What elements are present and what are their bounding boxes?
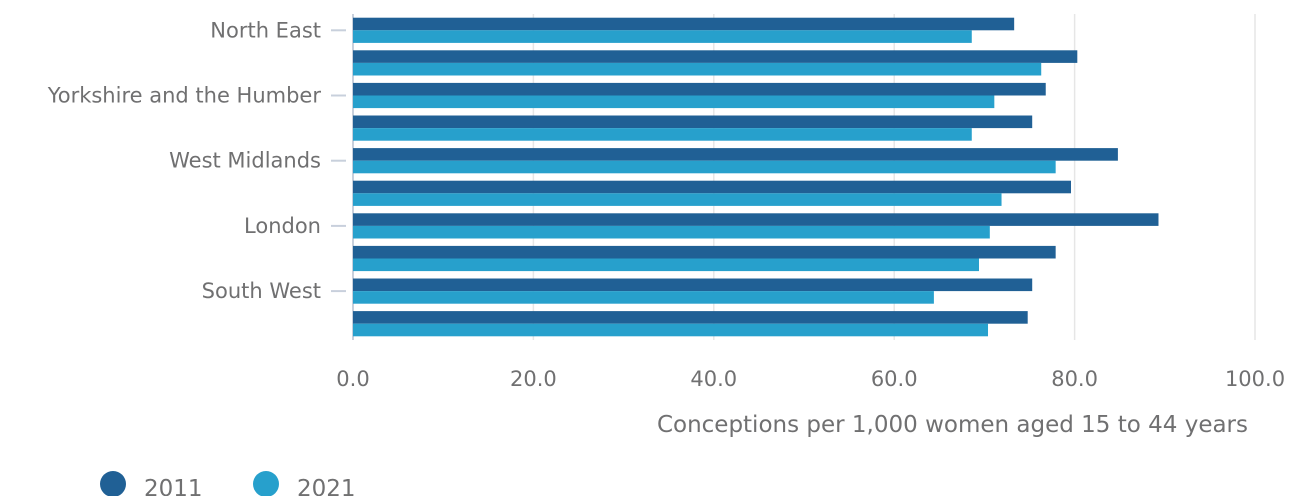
- category-label: South West: [202, 279, 321, 303]
- bar-2011: [353, 245, 1056, 259]
- bar-2021: [353, 225, 990, 239]
- bar-2021: [353, 62, 1042, 76]
- x-tick-label: 0.0: [336, 367, 369, 391]
- x-tick-label: 20.0: [510, 367, 557, 391]
- bar-2011: [353, 180, 1071, 194]
- x-tick-label: 80.0: [1051, 367, 1098, 391]
- bar-2011: [353, 213, 1159, 226]
- category-labels: North East Yorkshire and the Humber West M…: [47, 18, 346, 303]
- x-tick-label: 40.0: [690, 367, 737, 391]
- bar-2021: [353, 95, 995, 109]
- bar-2021: [353, 291, 934, 304]
- legend: 2011 2021: [100, 471, 356, 496]
- bar-2021: [353, 193, 1002, 206]
- bar-2011: [353, 278, 1033, 292]
- bar-2011: [353, 115, 1033, 129]
- bars: [353, 17, 1159, 337]
- legend-label-2021: 2021: [297, 476, 356, 496]
- bar-2011: [353, 50, 1078, 63]
- legend-swatch-2011: [100, 471, 126, 496]
- bar-2021: [353, 258, 979, 272]
- bar-2021: [353, 30, 972, 43]
- x-tick-label: 60.0: [871, 367, 918, 391]
- x-tick-label: 100.0: [1225, 367, 1285, 391]
- bar-2011: [353, 311, 1028, 324]
- category-label: North East: [210, 18, 321, 42]
- x-axis-title: Conceptions per 1,000 women aged 15 to 4…: [657, 412, 1248, 438]
- legend-label-2011: 2011: [144, 476, 203, 496]
- legend-swatch-2021: [253, 471, 279, 496]
- category-label: London: [244, 214, 321, 238]
- x-tick-labels: 0.0 20.0 40.0 60.0 80.0 100.0: [336, 367, 1285, 391]
- bar-2021: [353, 323, 989, 337]
- category-label: Yorkshire and the Humber: [47, 84, 322, 108]
- category-label: West Midlands: [169, 149, 321, 173]
- bar-2011: [353, 82, 1046, 96]
- bar-2021: [353, 160, 1056, 174]
- bar-2021: [353, 128, 972, 141]
- bar-2011: [353, 17, 1015, 31]
- bar-2011: [353, 148, 1118, 161]
